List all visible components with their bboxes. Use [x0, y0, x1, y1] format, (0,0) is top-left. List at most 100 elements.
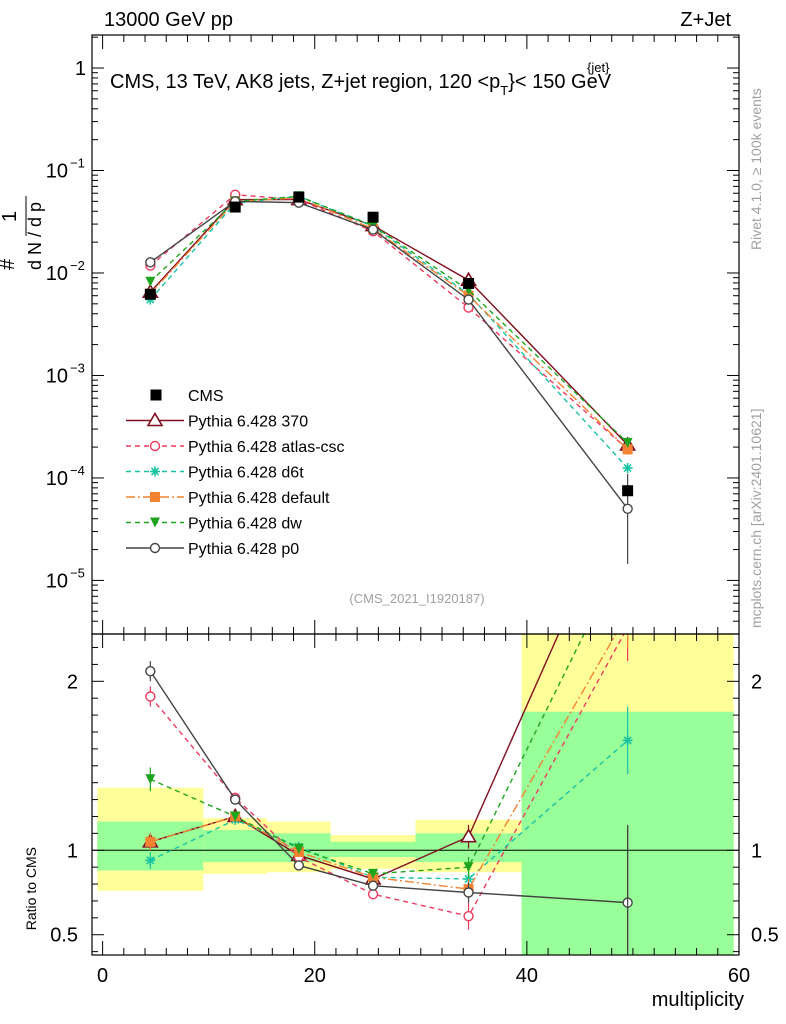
ratio-point-5-2: [293, 860, 305, 871]
ratio-line-4: [150, 634, 585, 875]
y-axis-label-main: # 1 d N / d p: [0, 196, 45, 270]
data-point-1: [229, 201, 241, 213]
ratio-series: [141, 609, 633, 955]
main-point-5-4: [463, 294, 474, 305]
title-tail: }< 150 GeV: [508, 71, 612, 93]
main-line-1: [149, 194, 629, 450]
main-point-5-5: [622, 503, 633, 514]
ratio-point-2-5-stroke: [623, 736, 632, 745]
xtick-label-2: 40: [516, 965, 538, 987]
main-point-3-5: [622, 444, 633, 455]
ytick-label-ratio-right-0: 0.5: [751, 925, 779, 947]
legend-marker-5: [149, 542, 161, 554]
ytick-label-main-4: 10: [46, 468, 68, 490]
ratio-point-3-0: [145, 836, 156, 847]
ytick-label-ratio-2: 2: [67, 671, 78, 693]
ratio-point-1-5: [623, 623, 632, 632]
rivet-label: Rivet 4.1.0, ≥ 100k events: [748, 88, 764, 250]
header-left: 13000 GeV pp: [104, 9, 233, 31]
legend-label-0: Pythia 6.428 370: [188, 414, 308, 431]
chart-title: CMS, 13 TeV, AK8 jets, Z+jet region, 120…: [110, 60, 612, 98]
ytick-label-main-1: 10: [46, 160, 68, 182]
legend-label-1: Pythia 6.428 atlas-csc: [188, 439, 345, 456]
xtick-label-3: 60: [728, 965, 750, 987]
main-point-5-3: [367, 224, 379, 235]
legend: CMS Pythia 6.428 370 Pythia 6.428 atlas-cs…: [126, 388, 345, 558]
series-layer: [141, 189, 637, 955]
svg-text:CMS, 13 TeV, AK8 jets, Z+jet r: CMS, 13 TeV, AK8 jets, Z+jet region, 120…: [110, 71, 612, 98]
ratio-point-5-1: [229, 794, 241, 805]
legend-label-2: Pythia 6.428 d6t: [188, 465, 304, 482]
ytick-label-ratio-right-2: 2: [751, 671, 762, 693]
ytick-exp-main-2: −2: [70, 258, 85, 273]
xtick-label-1: 20: [304, 965, 326, 987]
ratio-point-1-4: [463, 910, 474, 922]
ratio-point-5-4: [463, 887, 474, 898]
ratio-point-0-4: [460, 828, 477, 843]
ratio-line-3: [150, 634, 617, 890]
title-main: CMS, 13 TeV, AK8 jets, Z+jet region, 120…: [110, 71, 500, 93]
ytick-exp-main-4: −4: [70, 463, 85, 478]
legend-marker-4: [150, 517, 160, 528]
ytick-exp-main-1: −1: [70, 155, 85, 170]
frame: [91, 34, 740, 956]
ratio-point-1-0: [145, 691, 156, 702]
ratio-point-5-0: [145, 665, 156, 677]
main-line-5: [149, 200, 629, 510]
main-point-4-5: [622, 437, 633, 448]
ratio-point-4-0: [145, 774, 156, 785]
title-sup: {jet}: [587, 60, 610, 75]
ratio-point-1-3: [367, 888, 379, 900]
data-point-2: [293, 191, 305, 203]
ratio-line-5: [149, 670, 628, 904]
axes: 110−110−210−310−410 −50.5 0.51 12 20 20 40 60: [46, 35, 779, 987]
ratio-point-2-0: [145, 855, 156, 866]
legend-marker-2: [150, 466, 160, 477]
ytick-label-ratio-1: 1: [67, 840, 78, 862]
band-inner-3: [330, 841, 416, 858]
legend-marker-data: [150, 389, 162, 401]
data-point-0: [144, 288, 156, 300]
ratio-point-5-3: [367, 880, 379, 891]
main-point-4-0: [145, 276, 156, 287]
ytick-exp-main-3: −3: [70, 360, 85, 375]
main-point-2-5-stroke: [623, 463, 632, 473]
ratio-line-1: [149, 634, 625, 917]
legend-marker-0: [146, 411, 164, 427]
main-point-2-5: [622, 463, 633, 474]
legend-marker-3: [150, 492, 160, 502]
ratio-point-4-4: [463, 862, 474, 873]
main-line-3: [149, 197, 629, 450]
ytick-exp-main-5: −5: [70, 565, 85, 580]
ratio-point-2-0-stroke: [146, 856, 155, 865]
legend-marker-2-stroke: [150, 467, 160, 476]
data-point-4: [463, 277, 475, 289]
uncertainty-bands: [97, 634, 734, 955]
legend-label-3: Pythia 6.428 default: [188, 490, 330, 507]
ratio-frame: [91, 633, 740, 956]
main-point-5-0: [145, 257, 156, 268]
x-axis-label: multiplicity: [652, 989, 744, 1011]
ratio-point-3-5: [623, 609, 633, 619]
legend-label-4: Pythia 6.428 dw: [188, 516, 302, 533]
ratio-point-4-1: [230, 811, 241, 822]
ratio-point-2-5: [622, 735, 633, 746]
svg-text:#: #: [0, 258, 19, 270]
band-inner-1: [203, 829, 268, 863]
legend-label-5: Pythia 6.428 p0: [188, 541, 299, 558]
data-point-5: [622, 485, 634, 497]
xtick-label-0: 0: [97, 965, 108, 987]
ytick-label-main-5: 10: [46, 570, 68, 592]
ytick-label-ratio-right-1: 1: [751, 840, 762, 862]
data-point-3: [367, 211, 379, 223]
y-axis-label-ratio: Ratio to CMS: [23, 847, 39, 930]
mcplots-label: mcplots.cern.ch [arXiv:2401.10621]: [748, 409, 764, 628]
svg-text:1: 1: [0, 211, 21, 222]
ratio-point-4-3: [368, 868, 379, 879]
main-line-4: [149, 195, 629, 444]
title-sub: T: [500, 83, 508, 98]
ytick-label-main-0: 1: [75, 58, 86, 80]
ytick-label-main-2: 10: [46, 263, 68, 285]
